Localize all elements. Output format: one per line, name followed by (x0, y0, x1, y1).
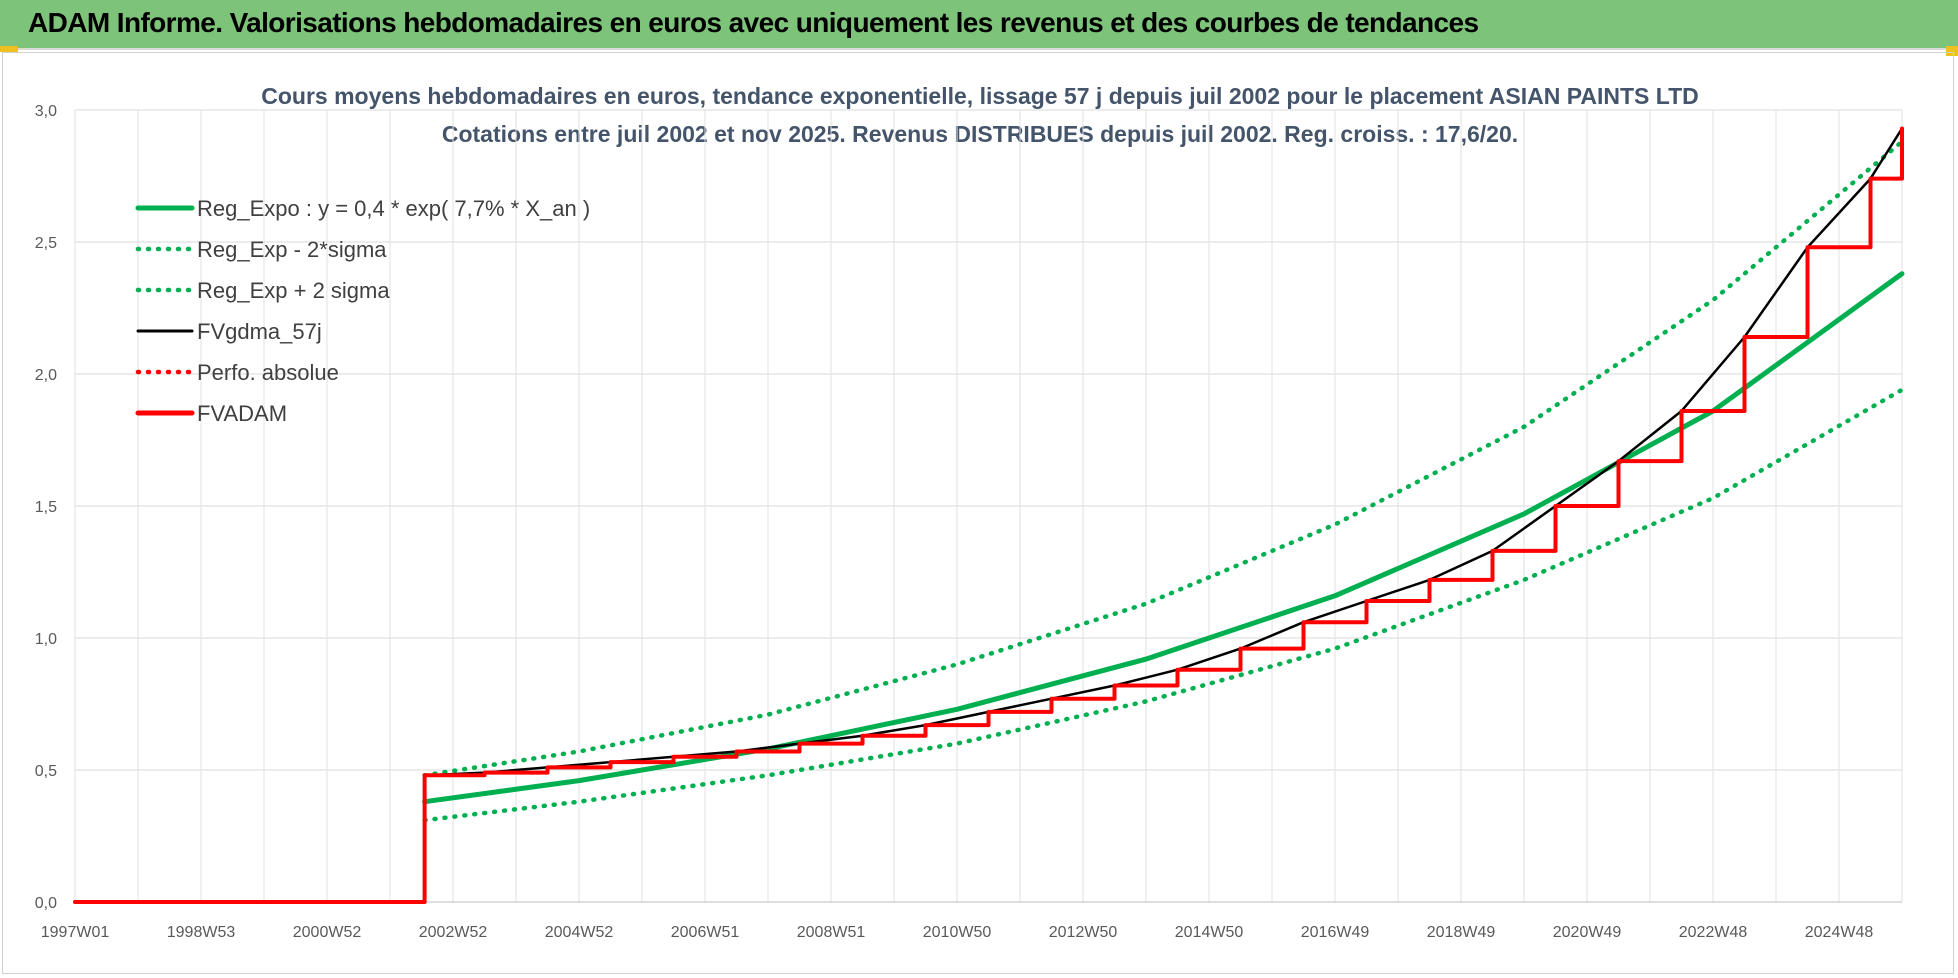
x-tick-label: 2020W49 (1553, 924, 1622, 941)
legend-reg-exp-minus-label: Reg_Exp - 2*sigma (197, 237, 387, 262)
x-tick-label: 2012W50 (1049, 924, 1118, 941)
x-tick-label: 2006W51 (671, 924, 740, 941)
series-lines (73, 126, 1905, 904)
x-axis-ticks: 1997W01 1998W53 2000W52 2002W52 2004W52 2006W… (41, 924, 1874, 941)
legend: Reg_Expo : y = 0,4 * exp( 7,7% * X_an ) R… (135, 196, 590, 426)
x-tick-label: 2014W50 (1175, 924, 1244, 941)
y-tick-label: 0,0 (35, 895, 57, 912)
accent-mark-right (1946, 46, 1958, 56)
y-tick-label: 2,0 (35, 367, 57, 384)
y-tick-label: 1,0 (35, 631, 57, 648)
x-tick-label: 2002W52 (419, 924, 488, 941)
header-banner: ADAM Informe. Valorisations hebdomadaire… (0, 0, 1958, 50)
y-tick-label: 0,5 (35, 763, 57, 780)
legend-reg-exp-plus-label: Reg_Exp + 2 sigma (197, 278, 390, 303)
chart-title-line1: Cours moyens hebdomadaires en euros, ten… (261, 83, 1698, 109)
x-tick-label: 2008W51 (797, 924, 866, 941)
grid (74, 109, 1903, 903)
y-axis-ticks: 0,0 0,5 1,0 1,5 2,0 2,5 3,0 (35, 103, 57, 912)
y-tick-label: 3,0 (35, 103, 57, 120)
y-tick-label: 1,5 (35, 499, 57, 516)
legend-reg-expo-label: Reg_Expo : y = 0,4 * exp( 7,7% * X_an ) (197, 196, 590, 221)
page-title: ADAM Informe. Valorisations hebdomadaire… (28, 7, 1479, 38)
accent-mark-left (0, 46, 18, 52)
x-tick-label: 2010W50 (923, 924, 992, 941)
chart-title-line2: Cotations entre juil 2002 et nov 2025. R… (442, 121, 1518, 147)
series-line-reg-exp-minus (422, 387, 1905, 823)
series-line-fvadam (73, 126, 1904, 904)
legend-perfo-absolue-label: Perfo. absolue (197, 360, 339, 385)
x-tick-label: 2022W48 (1679, 924, 1748, 941)
x-tick-label: 1997W01 (41, 924, 110, 941)
x-tick-label: 2000W52 (293, 924, 362, 941)
x-tick-label: 2024W48 (1805, 924, 1874, 941)
x-tick-label: 2004W52 (545, 924, 614, 941)
series-line-reg-exp-plus (422, 139, 1905, 778)
y-tick-label: 2,5 (35, 235, 57, 252)
legend-fvgdma-label: FVgdma_57j (197, 319, 322, 344)
chart-frame (2, 52, 1954, 974)
x-tick-label: 2018W49 (1427, 924, 1496, 941)
series-line-reg-expo (422, 271, 1905, 805)
x-tick-label: 1998W53 (167, 924, 236, 941)
x-tick-label: 2016W49 (1301, 924, 1370, 941)
legend-fvadam-label: FVADAM (197, 401, 287, 426)
